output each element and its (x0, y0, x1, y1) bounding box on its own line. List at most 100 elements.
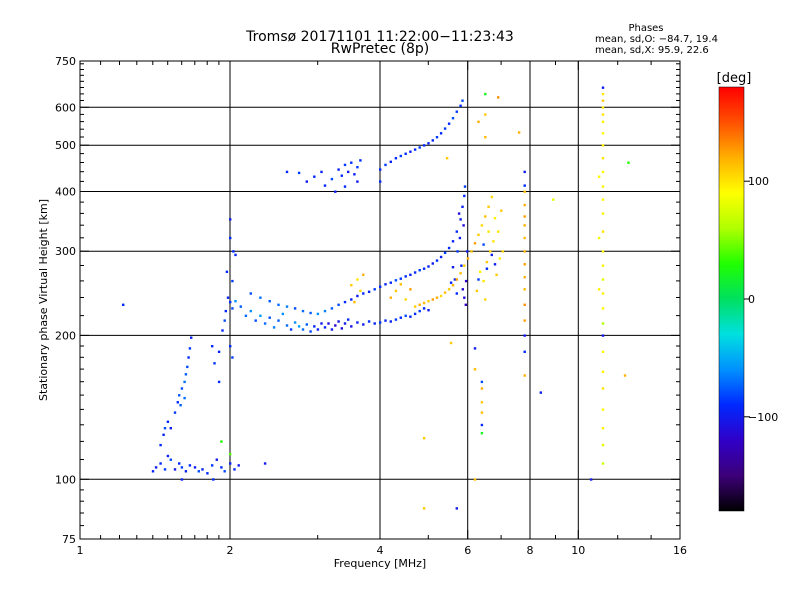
data-point (431, 139, 434, 142)
data-point (373, 288, 376, 291)
data-point (379, 168, 382, 171)
data-point (180, 387, 184, 390)
data-point (268, 300, 271, 303)
plot-frame (79, 60, 681, 540)
data-point (343, 322, 347, 325)
chart-subtitle: RwPretec (8p) (331, 41, 429, 57)
data-point (601, 334, 605, 337)
data-point (523, 374, 526, 377)
data-point (601, 132, 605, 135)
data-point (477, 233, 480, 236)
data-point (552, 198, 555, 201)
data-point (186, 365, 189, 369)
x-tick-label: 4 (377, 544, 384, 557)
data-point (601, 92, 605, 96)
data-point (330, 328, 334, 331)
data-point (409, 315, 412, 318)
x-tick-label: 10 (571, 544, 585, 557)
stats-line-o: mean, sd,O: −84.7, 19.4 (595, 34, 718, 45)
data-point (234, 300, 237, 303)
data-point (445, 157, 449, 160)
data-point (427, 265, 430, 268)
data-point (422, 437, 426, 440)
data-point (484, 298, 487, 301)
data-point (184, 373, 188, 376)
data-point (162, 433, 165, 436)
y-tick-label: 400 (55, 186, 76, 199)
data-point (418, 269, 421, 272)
data-point (237, 464, 240, 467)
data-point (301, 328, 305, 331)
data-point (490, 195, 493, 199)
data-point (197, 470, 200, 473)
data-point (418, 303, 421, 306)
data-point (601, 106, 605, 109)
data-point (163, 468, 167, 471)
data-point (451, 117, 455, 120)
data-point (180, 466, 184, 469)
data-point (180, 478, 184, 481)
data-point (367, 290, 371, 293)
data-point (389, 160, 392, 163)
grid-lines (80, 61, 680, 539)
data-point (601, 86, 605, 89)
data-point (601, 370, 605, 373)
data-point (601, 408, 605, 411)
data-point (347, 170, 350, 174)
data-point (330, 307, 334, 310)
data-point (484, 92, 487, 96)
y-axis-label: Stationary phase Virtual Height [km] (37, 199, 50, 401)
data-point (323, 309, 327, 313)
data-point (462, 224, 465, 227)
data-point (427, 309, 430, 312)
data-point (601, 212, 605, 215)
data-point (601, 292, 605, 295)
data-point (539, 391, 542, 394)
colorbar-tick-label: −100 (748, 411, 778, 424)
data-point (384, 319, 387, 322)
data-point (601, 387, 605, 390)
data-point (320, 322, 323, 325)
data-point (523, 250, 526, 253)
data-point (449, 281, 453, 284)
data-point (461, 99, 464, 102)
data-point (223, 470, 226, 473)
data-point (234, 253, 237, 257)
data-point (435, 296, 439, 299)
data-point (389, 281, 392, 284)
data-point (277, 319, 280, 322)
data-point (480, 432, 484, 435)
data-point (233, 468, 236, 471)
data-point (463, 194, 466, 198)
data-point (431, 262, 434, 265)
data-point (597, 288, 601, 291)
data-point (480, 401, 484, 404)
data-point (455, 230, 458, 233)
data-point (418, 309, 421, 313)
data-point (178, 394, 181, 397)
data-point (427, 300, 430, 303)
data-point (313, 325, 316, 328)
x-tick-label: 16 (673, 544, 687, 557)
data-point (439, 294, 443, 298)
data-point (187, 356, 190, 359)
data-point (601, 264, 605, 267)
data-point (394, 318, 398, 321)
data-point (212, 478, 215, 481)
data-point (389, 296, 392, 299)
data-point (597, 236, 601, 240)
data-point (413, 148, 417, 151)
data-point (229, 236, 232, 240)
data-point (422, 507, 426, 510)
data-point (305, 180, 308, 183)
data-point (340, 327, 343, 330)
data-point (277, 303, 280, 306)
data-point (323, 326, 327, 329)
data-point (500, 209, 503, 212)
data-point (477, 278, 480, 281)
data-point (435, 259, 439, 262)
data-point (456, 250, 459, 253)
data-point (350, 298, 353, 301)
data-point (356, 278, 359, 281)
